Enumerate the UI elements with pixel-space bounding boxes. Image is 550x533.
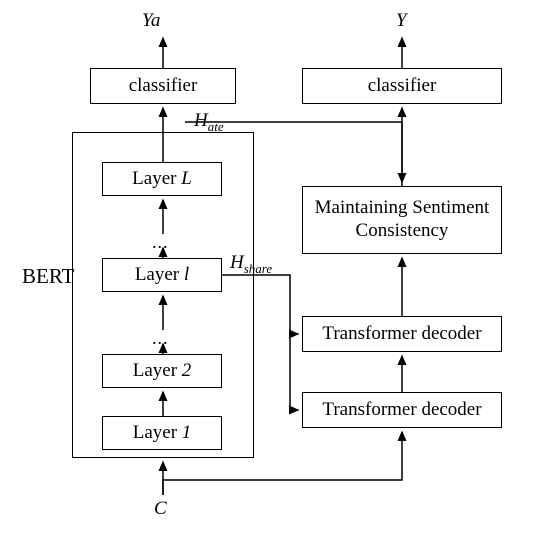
node-transformer-decoder-bottom: Transformer decoder bbox=[302, 392, 502, 428]
node-msc: Maintaining Sentiment Consistency bbox=[302, 186, 502, 254]
label-Ya: Ya bbox=[142, 10, 160, 32]
label-Y: Y bbox=[396, 10, 407, 32]
label-C: C bbox=[154, 498, 167, 520]
label-bert: BERT bbox=[22, 264, 74, 289]
label-Hate: Hate bbox=[194, 110, 224, 135]
node-layer1: Layer 1 bbox=[102, 416, 222, 450]
dots-upper: ... bbox=[152, 232, 169, 253]
dots-lower: ... bbox=[152, 328, 169, 349]
node-layer2: Layer 2 bbox=[102, 354, 222, 388]
node-classifier-left: classifier bbox=[90, 68, 236, 104]
node-layer-l: Layer l bbox=[102, 258, 222, 292]
label-Hshare: Hshare bbox=[230, 252, 272, 277]
node-transformer-decoder-top: Transformer decoder bbox=[302, 316, 502, 352]
node-classifier-right: classifier bbox=[302, 68, 502, 104]
node-layer-L: Layer L bbox=[102, 162, 222, 196]
